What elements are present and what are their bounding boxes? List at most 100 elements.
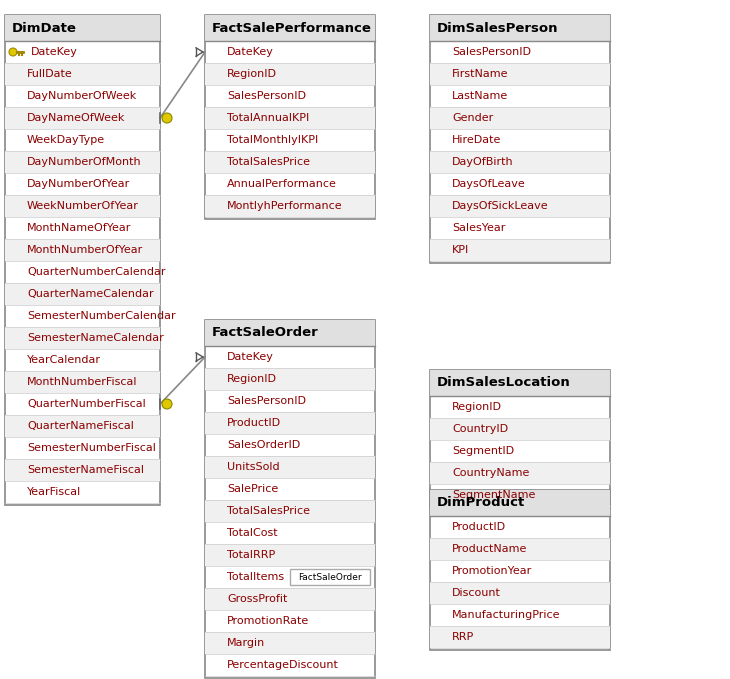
Text: DayNumberOfMonth: DayNumberOfMonth	[27, 157, 142, 167]
Text: ProductID: ProductID	[452, 522, 506, 532]
Text: SemesterNumberFiscal: SemesterNumberFiscal	[27, 443, 156, 453]
Text: ManufacturingPrice: ManufacturingPrice	[452, 610, 561, 620]
Text: DayNumberOfYear: DayNumberOfYear	[27, 179, 130, 189]
Text: SalePrice: SalePrice	[227, 484, 278, 494]
Text: SalesPersonID: SalesPersonID	[227, 91, 306, 101]
Bar	[205, 500, 375, 522]
Text: QuarterNameFiscal: QuarterNameFiscal	[27, 421, 134, 431]
Bar	[290, 569, 370, 585]
Text: SalesPersonID: SalesPersonID	[227, 396, 306, 406]
Bar	[205, 368, 375, 390]
Bar	[205, 320, 375, 678]
Text: DayOfBirth: DayOfBirth	[452, 157, 514, 167]
Bar	[205, 107, 375, 129]
Text: YearCalendar: YearCalendar	[27, 355, 101, 365]
Bar	[205, 456, 375, 478]
Bar	[430, 370, 610, 508]
Bar	[430, 15, 610, 263]
Text: SemesterNameCalendar: SemesterNameCalendar	[27, 333, 164, 343]
Bar	[5, 107, 160, 129]
Text: AnnualPerformance: AnnualPerformance	[227, 179, 337, 189]
Text: DimProduct: DimProduct	[437, 496, 526, 509]
Text: Discount: Discount	[452, 588, 501, 598]
Bar	[5, 327, 160, 349]
Circle shape	[162, 113, 172, 123]
Text: FullDate: FullDate	[27, 69, 73, 79]
Bar	[430, 107, 610, 129]
Bar	[205, 63, 375, 85]
Text: SalesPersonID: SalesPersonID	[452, 47, 531, 57]
Bar	[5, 415, 160, 437]
Bar	[430, 15, 610, 41]
Bar	[205, 195, 375, 217]
Bar	[5, 15, 160, 41]
Bar	[5, 195, 160, 217]
Text: DateKey: DateKey	[227, 47, 274, 57]
Bar	[205, 15, 375, 219]
Text: TotalAnnualKPI: TotalAnnualKPI	[227, 113, 310, 123]
Bar	[430, 490, 610, 516]
Text: QuarterNumberFiscal: QuarterNumberFiscal	[27, 399, 146, 409]
Text: FactSaleOrder: FactSaleOrder	[298, 572, 362, 581]
Text: DateKey: DateKey	[227, 352, 274, 362]
Text: RegionID: RegionID	[227, 374, 277, 384]
Text: MonthNumberFiscal: MonthNumberFiscal	[27, 377, 137, 387]
Text: QuarterNumberCalendar: QuarterNumberCalendar	[27, 267, 166, 277]
Bar	[205, 588, 375, 610]
Text: CountryName: CountryName	[452, 468, 529, 478]
Text: PercentageDiscount: PercentageDiscount	[227, 660, 339, 670]
Bar	[205, 151, 375, 173]
Text: TotalRRP: TotalRRP	[227, 550, 275, 560]
Text: QuarterNameCalendar: QuarterNameCalendar	[27, 289, 153, 299]
Bar	[205, 544, 375, 566]
Text: SalesOrderID: SalesOrderID	[227, 440, 300, 450]
Text: TotalCost: TotalCost	[227, 528, 277, 538]
Text: RRP: RRP	[452, 632, 474, 642]
Bar	[430, 490, 610, 650]
Text: Margin: Margin	[227, 638, 265, 648]
Bar	[205, 15, 375, 41]
Text: DayNameOfWeek: DayNameOfWeek	[27, 113, 126, 123]
Text: DayNumberOfWeek: DayNumberOfWeek	[27, 91, 137, 101]
Bar	[5, 15, 160, 505]
Text: DaysOfLeave: DaysOfLeave	[452, 179, 526, 189]
Text: TotalMonthlyIKPI: TotalMonthlyIKPI	[227, 135, 318, 145]
Bar	[5, 63, 160, 85]
Bar	[5, 239, 160, 261]
Text: TotalSalesPrice: TotalSalesPrice	[227, 506, 310, 516]
Text: TotalSalesPrice: TotalSalesPrice	[227, 157, 310, 167]
Text: MontlyhPerformance: MontlyhPerformance	[227, 201, 342, 211]
Bar	[205, 632, 375, 654]
Text: TotalItems: TotalItems	[227, 572, 284, 582]
Text: WeekNumberOfYear: WeekNumberOfYear	[27, 201, 139, 211]
Bar	[5, 459, 160, 481]
Bar	[205, 412, 375, 434]
Circle shape	[162, 399, 172, 409]
Bar	[430, 63, 610, 85]
Bar	[5, 151, 160, 173]
Text: SegmentName: SegmentName	[452, 490, 535, 500]
Bar	[5, 283, 160, 305]
Text: DateKey: DateKey	[31, 47, 78, 57]
Circle shape	[9, 48, 17, 56]
Text: SemesterNumberCalendar: SemesterNumberCalendar	[27, 311, 176, 321]
Text: LastName: LastName	[452, 91, 508, 101]
Bar	[430, 538, 610, 560]
Bar	[430, 626, 610, 648]
Text: Gender: Gender	[452, 113, 493, 123]
Bar	[5, 371, 160, 393]
Text: DimSalesLocation: DimSalesLocation	[437, 376, 571, 390]
Bar	[430, 582, 610, 604]
Text: FirstName: FirstName	[452, 69, 509, 79]
Text: DimDate: DimDate	[12, 22, 77, 35]
Text: HireDate: HireDate	[452, 135, 502, 145]
Text: SemesterNameFiscal: SemesterNameFiscal	[27, 465, 144, 475]
Text: RegionID: RegionID	[452, 402, 502, 412]
Text: FactSalePerformance: FactSalePerformance	[212, 22, 372, 35]
Text: DaysOfSickLeave: DaysOfSickLeave	[452, 201, 549, 211]
Text: MonthNumberOfYear: MonthNumberOfYear	[27, 245, 143, 255]
Bar	[430, 418, 610, 440]
Bar	[430, 462, 610, 484]
Text: ProductName: ProductName	[452, 544, 527, 554]
Text: UnitsSold: UnitsSold	[227, 462, 280, 472]
